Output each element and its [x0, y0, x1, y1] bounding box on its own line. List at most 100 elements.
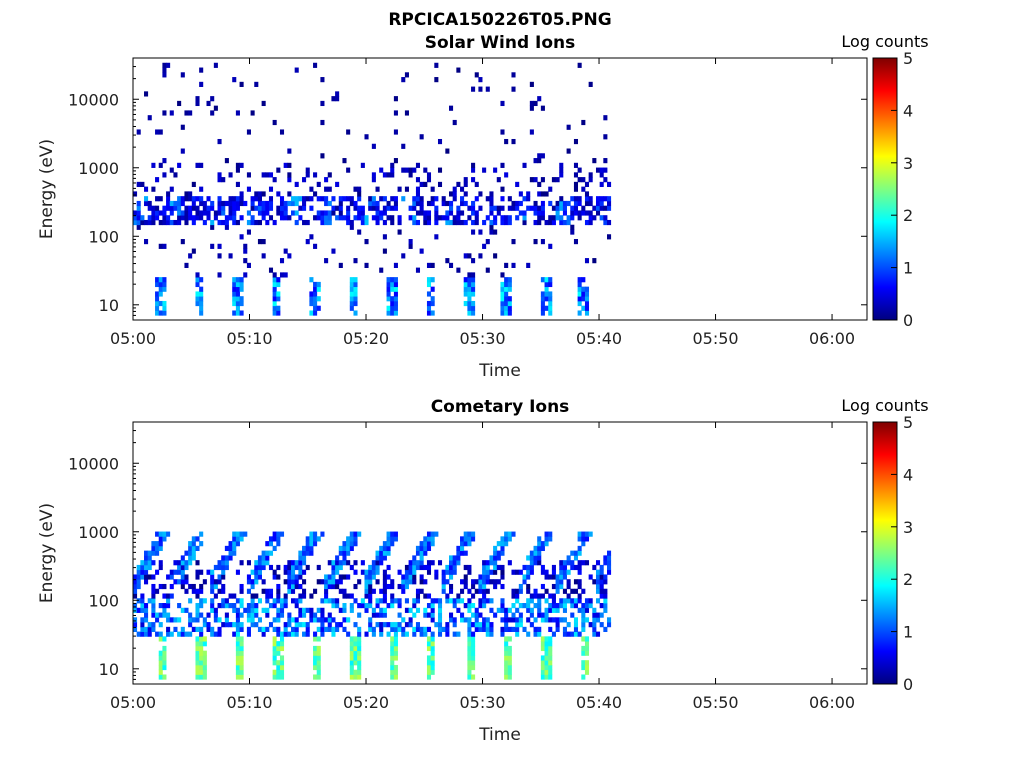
heatmap-cell	[522, 579, 527, 585]
heatmap-cell	[298, 569, 303, 575]
heatmap-cell	[511, 626, 516, 632]
heatmap-cell	[379, 545, 384, 552]
heatmap-cell	[588, 81, 593, 87]
heatmap-cell	[239, 645, 244, 652]
heatmap-cell	[232, 291, 237, 297]
heatmap-cell	[235, 219, 240, 226]
heatmap-cell	[430, 612, 435, 618]
heatmap-cell	[254, 622, 259, 628]
heatmap-cell	[426, 545, 432, 552]
heatmap-cell	[155, 310, 160, 316]
heatmap-cell	[533, 588, 538, 594]
heatmap-cell	[158, 660, 163, 666]
heatmap-cell	[136, 607, 141, 613]
heatmap-cell	[515, 215, 520, 221]
heatmap-cell	[353, 560, 358, 566]
heatmap-cell	[368, 196, 373, 202]
heatmap-cell	[199, 664, 204, 671]
heatmap-cell	[529, 81, 534, 87]
heatmap-cell	[507, 196, 512, 202]
heatmap-cell	[412, 205, 417, 211]
heatmap-cell	[309, 541, 314, 547]
heatmap-cell	[581, 119, 586, 126]
heatmap-cell	[474, 626, 479, 632]
heatmap-cell	[548, 186, 553, 192]
heatmap-cell	[140, 631, 145, 637]
heatmap-cell	[441, 583, 446, 590]
heatmap-cell	[415, 560, 421, 566]
heatmap-cell	[309, 310, 314, 316]
heatmap-cell	[507, 296, 512, 302]
heatmap-cell	[581, 612, 586, 618]
heatmap-cell	[338, 579, 343, 585]
heatmap-cell	[577, 291, 582, 297]
heatmap-cell	[562, 200, 567, 207]
heatmap-cell	[412, 631, 417, 637]
heatmap-cell	[379, 626, 384, 632]
heatmap-cell	[313, 655, 318, 661]
heatmap-cell	[460, 598, 465, 604]
heatmap-cell	[191, 555, 196, 561]
heatmap-cell	[331, 603, 336, 609]
heatmap-cell	[603, 555, 608, 561]
heatmap-cell	[581, 210, 586, 216]
heatmap-cell	[243, 607, 248, 613]
heatmap-cell	[496, 205, 501, 211]
heatmap-cell	[268, 622, 274, 628]
y-tick-label: 100	[88, 591, 119, 610]
heatmap-cell	[283, 205, 288, 211]
heatmap-cell	[305, 626, 310, 632]
heatmap-cell	[184, 574, 189, 580]
heatmap-cell	[526, 555, 531, 561]
heatmap-cell	[515, 631, 520, 637]
heatmap-cell	[136, 205, 141, 211]
figure-title: RPCICA150226T05.PNG	[388, 10, 611, 30]
heatmap-cell	[338, 215, 343, 221]
heatmap-cell	[228, 593, 233, 599]
heatmap-cell	[430, 641, 435, 647]
heatmap-cell	[268, 593, 274, 599]
heatmap-cell	[375, 205, 380, 211]
heatmap-cell	[232, 281, 237, 288]
heatmap-cell	[607, 205, 612, 211]
heatmap-cell	[533, 177, 538, 183]
heatmap-cell	[195, 617, 200, 623]
heatmap-cell	[199, 531, 204, 537]
heatmap-cell	[272, 286, 277, 292]
heatmap-cell	[382, 550, 387, 556]
heatmap-cell	[243, 272, 248, 278]
heatmap-cell	[507, 310, 512, 316]
heatmap-cell	[482, 622, 487, 628]
heatmap-cell	[467, 588, 472, 594]
heatmap-cell	[463, 579, 468, 585]
heatmap-cell	[551, 574, 556, 580]
heatmap-cell	[540, 305, 545, 311]
heatmap-cell	[467, 650, 472, 656]
heatmap-cell	[316, 564, 321, 571]
heatmap-cell	[386, 550, 391, 556]
heatmap-cell	[140, 574, 145, 580]
panel-1-xlabel: Time	[478, 361, 521, 381]
heatmap-cell	[493, 253, 498, 259]
heatmap-cell	[562, 603, 567, 609]
heatmap-cell	[452, 631, 457, 637]
heatmap-cell	[232, 531, 237, 537]
heatmap-cell	[188, 545, 193, 552]
heatmap-cell	[581, 626, 586, 632]
heatmap-cell	[441, 196, 446, 202]
heatmap-cell	[210, 96, 215, 102]
heatmap-cell	[254, 219, 259, 226]
heatmap-cell	[184, 588, 189, 594]
heatmap-cell	[445, 579, 450, 585]
heatmap-cell	[390, 660, 395, 666]
heatmap-cell	[522, 215, 527, 221]
heatmap-cell	[335, 555, 340, 561]
heatmap-cell	[327, 186, 332, 192]
heatmap-cell	[357, 579, 362, 585]
heatmap-cell	[217, 200, 222, 207]
heatmap-cell	[144, 607, 149, 613]
heatmap-cell	[504, 650, 509, 656]
heatmap-cell	[291, 574, 296, 580]
heatmap-cell	[393, 622, 398, 628]
heatmap-cell	[471, 229, 476, 235]
